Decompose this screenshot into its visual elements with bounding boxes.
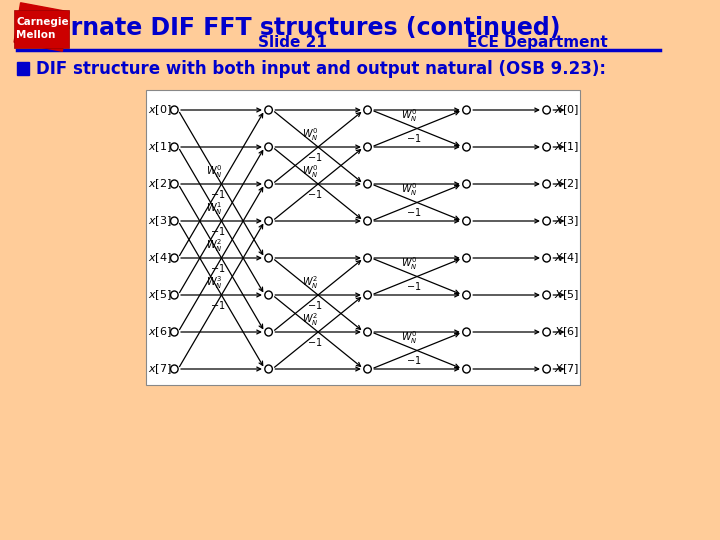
Text: $X[4]$: $X[4]$ (554, 251, 579, 265)
Circle shape (364, 291, 372, 299)
Circle shape (543, 328, 550, 336)
Circle shape (364, 365, 372, 373)
Text: $X[3]$: $X[3]$ (554, 214, 579, 228)
Circle shape (171, 143, 178, 151)
Circle shape (543, 365, 550, 373)
Text: $X[2]$: $X[2]$ (554, 177, 579, 191)
Text: Slide 21: Slide 21 (258, 35, 327, 50)
Text: $X[7]$: $X[7]$ (554, 362, 579, 376)
Text: $-1$: $-1$ (405, 206, 421, 219)
Text: $X[0]$: $X[0]$ (554, 103, 579, 117)
Text: $W_N^{2}$: $W_N^{2}$ (206, 237, 222, 254)
Circle shape (364, 180, 372, 188)
Circle shape (543, 180, 550, 188)
Text: $X[1]$: $X[1]$ (554, 140, 579, 154)
Text: $x[2]$: $x[2]$ (148, 177, 171, 191)
Text: $X[6]$: $X[6]$ (554, 325, 579, 339)
Circle shape (265, 180, 272, 188)
Circle shape (463, 180, 470, 188)
Text: $W_N^{0}$: $W_N^{0}$ (302, 163, 319, 180)
Text: $x[6]$: $x[6]$ (148, 325, 171, 339)
Bar (17, 62, 30, 75)
Text: $x[7]$: $x[7]$ (148, 362, 171, 376)
Circle shape (463, 328, 470, 336)
Circle shape (543, 106, 550, 114)
Circle shape (171, 291, 178, 299)
Circle shape (463, 106, 470, 114)
Circle shape (265, 328, 272, 336)
Text: $x[4]$: $x[4]$ (148, 251, 171, 265)
Text: $X[5]$: $X[5]$ (554, 288, 579, 302)
Circle shape (171, 217, 178, 225)
Circle shape (265, 143, 272, 151)
Text: $-1$: $-1$ (210, 225, 225, 237)
Text: $W_N^{0}$: $W_N^{0}$ (206, 163, 222, 180)
Circle shape (463, 217, 470, 225)
Text: Alternate DIF FFT structures (continued): Alternate DIF FFT structures (continued) (17, 16, 560, 40)
Text: $x[5]$: $x[5]$ (148, 288, 171, 302)
Text: $W_N^{3}$: $W_N^{3}$ (206, 274, 222, 291)
Circle shape (364, 143, 372, 151)
Text: $x[1]$: $x[1]$ (148, 140, 171, 154)
Text: $-1$: $-1$ (405, 280, 421, 293)
Circle shape (265, 365, 272, 373)
Circle shape (463, 365, 470, 373)
Text: $-1$: $-1$ (307, 336, 322, 348)
Circle shape (543, 143, 550, 151)
Circle shape (171, 106, 178, 114)
Circle shape (265, 217, 272, 225)
Circle shape (364, 254, 372, 262)
Text: $W_N^{1}$: $W_N^{1}$ (206, 200, 222, 217)
Text: Carnegie: Carnegie (16, 17, 68, 27)
Text: $W_N^{2}$: $W_N^{2}$ (302, 274, 319, 291)
Circle shape (265, 254, 272, 262)
Circle shape (543, 291, 550, 299)
Text: DIF structure with both input and output natural (OSB 9.23):: DIF structure with both input and output… (36, 60, 606, 78)
Text: $W_N^{0}$: $W_N^{0}$ (401, 107, 418, 125)
Text: $W_N^{0}$: $W_N^{0}$ (401, 256, 418, 273)
Text: $x[3]$: $x[3]$ (148, 214, 171, 228)
Text: $W_N^{0}$: $W_N^{0}$ (401, 181, 418, 199)
Circle shape (463, 143, 470, 151)
Circle shape (543, 254, 550, 262)
Text: $-1$: $-1$ (307, 299, 322, 311)
Text: $x[0]$: $x[0]$ (148, 103, 171, 117)
Text: $-1$: $-1$ (405, 132, 421, 145)
Circle shape (265, 106, 272, 114)
Text: $W_N^{0}$: $W_N^{0}$ (401, 330, 418, 347)
Text: $-1$: $-1$ (210, 262, 225, 274)
Circle shape (171, 328, 178, 336)
Bar (146, 90, 580, 385)
Bar (14, 10, 69, 48)
Text: $-1$: $-1$ (210, 299, 225, 311)
Circle shape (463, 291, 470, 299)
Text: ECE Department: ECE Department (467, 35, 608, 50)
Circle shape (364, 106, 372, 114)
Circle shape (543, 217, 550, 225)
Circle shape (364, 328, 372, 336)
Circle shape (463, 254, 470, 262)
Text: Mellon: Mellon (16, 30, 55, 40)
Circle shape (171, 180, 178, 188)
Circle shape (265, 291, 272, 299)
Bar (14, 3, 69, 51)
Text: $-1$: $-1$ (210, 188, 225, 200)
Text: $-1$: $-1$ (307, 188, 322, 200)
Circle shape (171, 254, 178, 262)
Circle shape (364, 217, 372, 225)
Text: $W_N^{2}$: $W_N^{2}$ (302, 311, 319, 328)
Text: $-1$: $-1$ (307, 151, 322, 163)
Circle shape (171, 365, 178, 373)
Text: $-1$: $-1$ (405, 354, 421, 367)
Text: $W_N^{0}$: $W_N^{0}$ (302, 126, 319, 143)
